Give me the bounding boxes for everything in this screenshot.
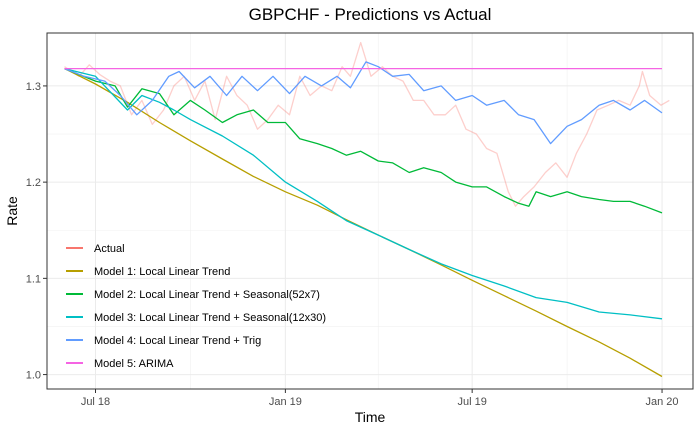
y-axis-ticks: 1.0 1.1 1.2 1.3 bbox=[26, 81, 47, 382]
series-lines bbox=[64, 41, 670, 378]
y-tick-label: 1.0 bbox=[26, 370, 41, 382]
legend: Actual Model 1: Local Linear Trend Model 2… bbox=[66, 243, 326, 370]
legend-item: Model 2: Local Linear Trend + Seasonal(5… bbox=[66, 289, 320, 301]
plot-panel-border bbox=[46, 32, 694, 390]
legend-label: Model 5: ARIMA bbox=[94, 358, 174, 370]
legend-item: Model 4: Local Linear Trend + Trig bbox=[66, 335, 261, 347]
y-tick-label: 1.1 bbox=[26, 273, 41, 285]
y-axis-title: Rate bbox=[4, 196, 20, 226]
x-axis-title: Time bbox=[355, 409, 386, 425]
legend-item: Actual bbox=[66, 243, 125, 255]
major-gridlines bbox=[47, 33, 693, 389]
series-line-5 bbox=[64, 61, 663, 145]
legend-label: Model 4: Local Linear Trend + Trig bbox=[94, 335, 261, 347]
y-tick-label: 1.2 bbox=[26, 177, 41, 189]
y-tick-label: 1.3 bbox=[26, 81, 41, 93]
x-tick-label: Jul 18 bbox=[81, 396, 110, 408]
legend-item: Model 1: Local Linear Trend bbox=[66, 266, 230, 278]
x-tick-label: Jan 20 bbox=[646, 396, 679, 408]
legend-item: Model 5: ARIMA bbox=[66, 358, 174, 370]
minor-gridlines bbox=[47, 33, 693, 389]
legend-label: Model 1: Local Linear Trend bbox=[94, 266, 230, 278]
series-line-3 bbox=[64, 67, 663, 214]
x-tick-label: Jan 19 bbox=[269, 396, 302, 408]
series-line-1 bbox=[64, 41, 670, 207]
chart-title: GBPCHF - Predictions vs Actual bbox=[249, 5, 492, 24]
legend-item: Model 3: Local Linear Trend + Seasonal(1… bbox=[66, 312, 326, 324]
series-line-4 bbox=[64, 67, 663, 320]
legend-label: Actual bbox=[94, 243, 125, 255]
legend-label: Model 3: Local Linear Trend + Seasonal(1… bbox=[94, 312, 326, 324]
x-axis-ticks: Jul 18 Jan 19 Jul 19 Jan 20 bbox=[81, 389, 679, 408]
x-tick-label: Jul 19 bbox=[457, 396, 486, 408]
legend-label: Model 2: Local Linear Trend + Seasonal(5… bbox=[94, 289, 320, 301]
